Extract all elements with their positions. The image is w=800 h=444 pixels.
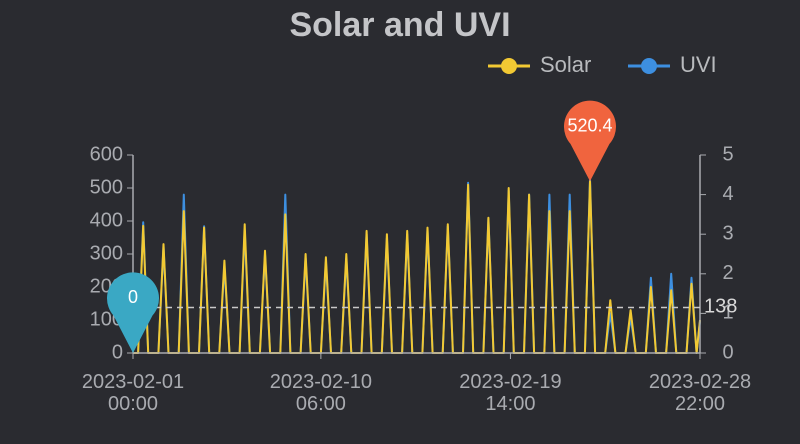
legend-dot (501, 58, 517, 74)
chart-title: Solar and UVI (289, 6, 510, 44)
marker-pin (563, 100, 616, 182)
x-tick-label: 2023-02-01 00:00 (81, 371, 185, 415)
y-tick-label: 500 (90, 176, 123, 198)
legend: Solar UVI (488, 52, 717, 77)
legend-dot (641, 58, 657, 74)
x-tick-label: 2023-02-28 22:00 (648, 371, 752, 415)
y2-tick-label: 3 (722, 222, 733, 244)
marker-pin (107, 272, 159, 353)
y2-tick-label: 2 (722, 262, 733, 284)
x-tick-label: 2023-02-10 06:00 (269, 371, 373, 415)
y-tick-label: 0 (112, 341, 123, 363)
y2-tick-label: 5 (722, 143, 733, 165)
average-label: 138 (704, 296, 737, 318)
y-tick-label: 400 (90, 209, 123, 231)
marker-label: 0 (128, 287, 138, 307)
y2-tick-label: 1 (722, 302, 733, 324)
x-tick-label: 2023-02-19 14:00 (459, 371, 562, 415)
series-line (133, 180, 701, 354)
legend-label: Solar (540, 52, 591, 77)
series-line (133, 177, 701, 354)
y2-tick-label: 4 (722, 183, 733, 205)
y2-tick-label: 0 (722, 341, 733, 363)
y-tick-label: 300 (90, 242, 123, 264)
legend-label: UVI (680, 52, 717, 77)
plot (133, 177, 701, 354)
marker-label: 520.4 (567, 115, 612, 135)
y-tick-label: 600 (90, 143, 123, 165)
